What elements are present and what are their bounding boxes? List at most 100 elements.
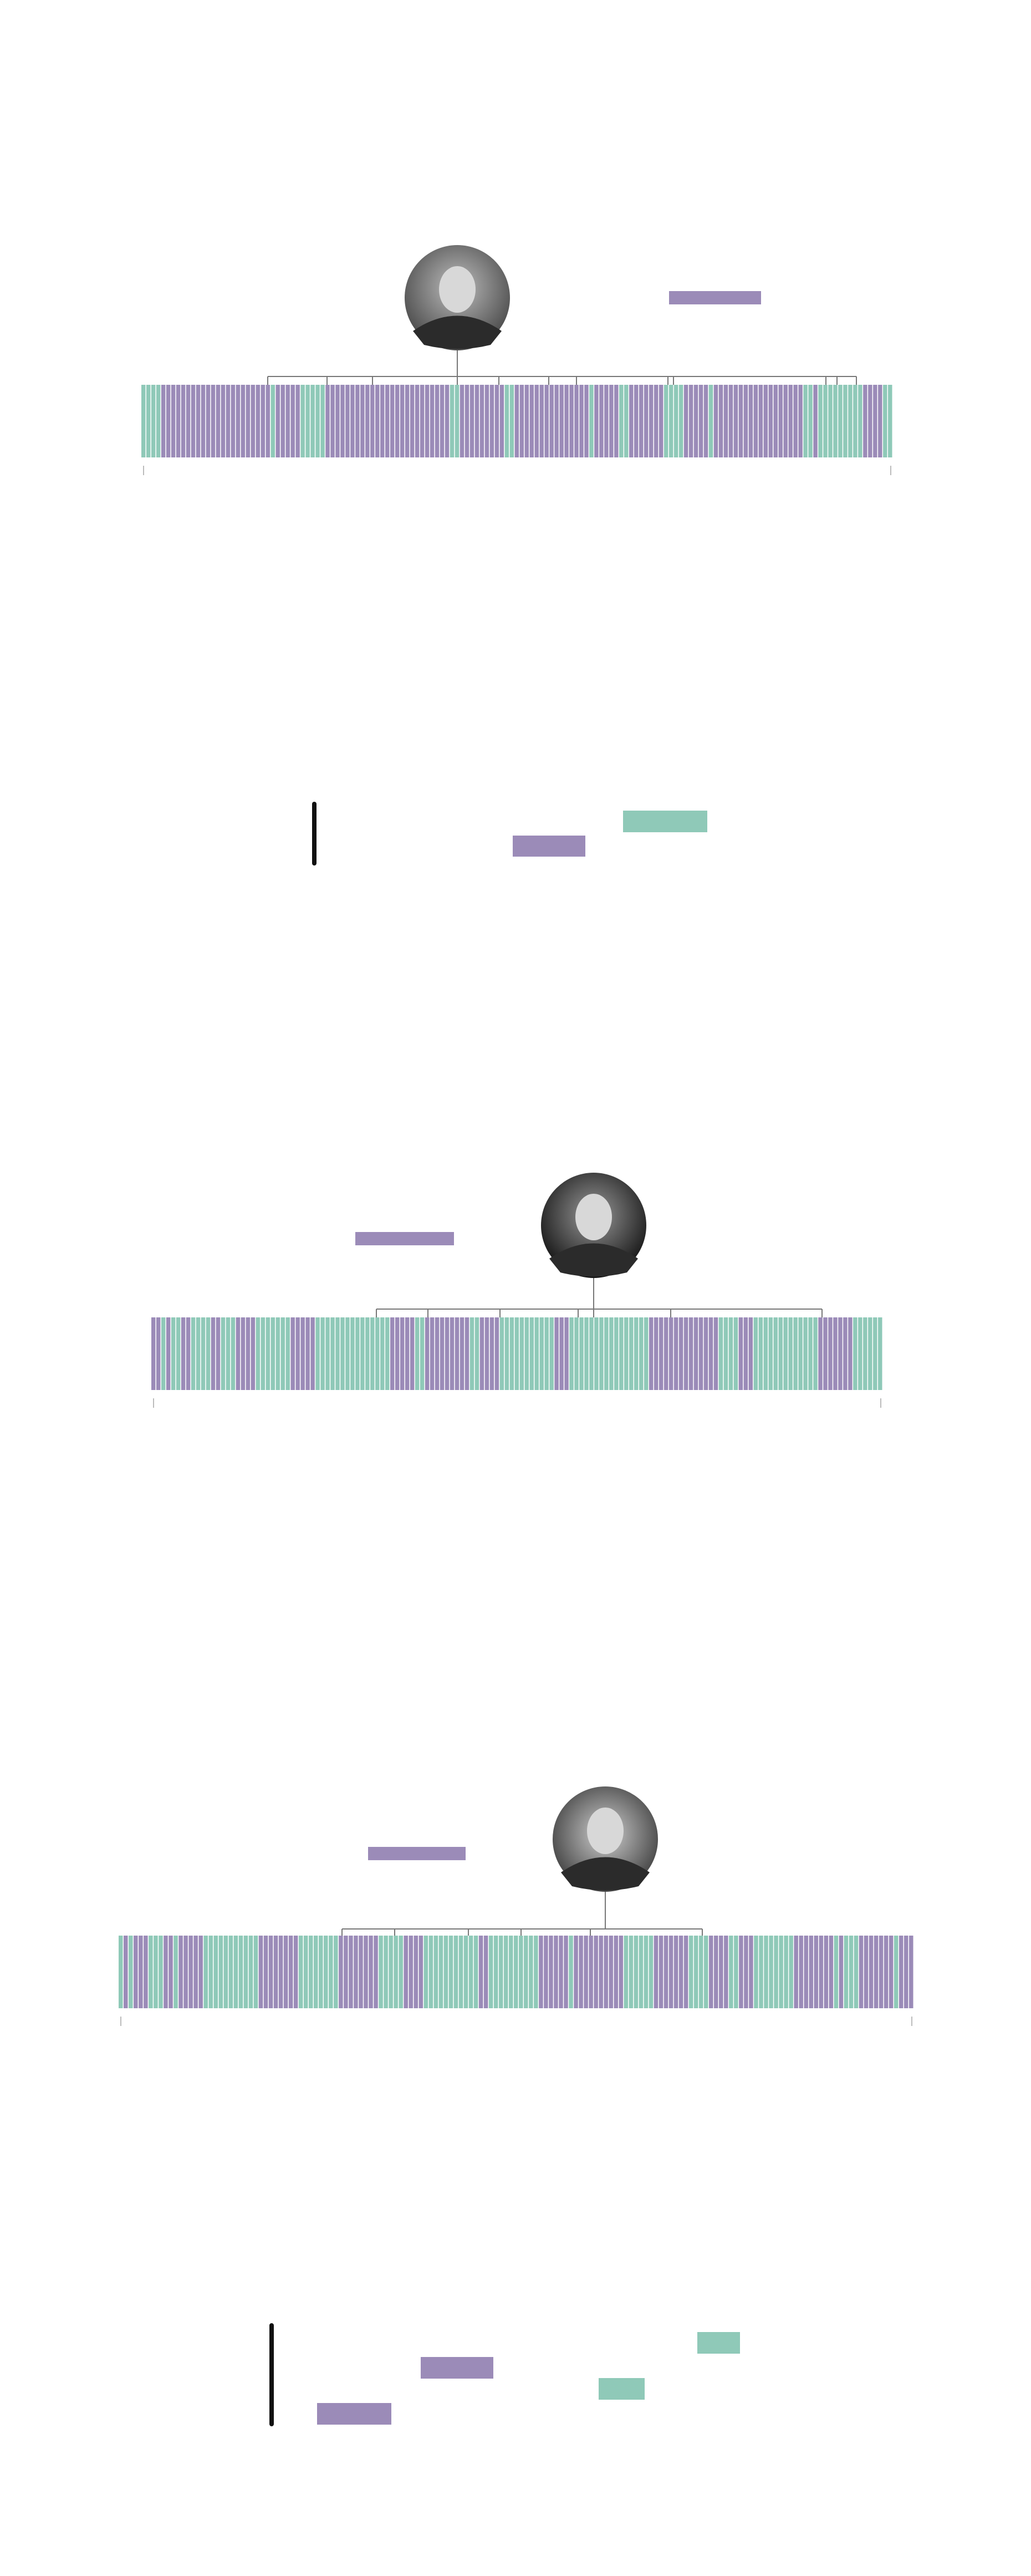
stripe [231,385,236,457]
stripe [484,1317,489,1390]
stripe [894,1936,899,2008]
stripe [738,1317,743,1390]
stripe [493,1936,498,2008]
stripe [365,385,370,457]
stripe [529,1317,534,1390]
stripe [808,385,813,457]
stripe [688,385,693,457]
stripe [139,1936,143,2008]
stripe [754,1936,758,2008]
stripe [339,1936,343,2008]
stripe [579,385,584,457]
stripe [839,1936,844,2008]
stripe [213,1936,218,2008]
stripe [673,1936,678,2008]
stripe [370,1317,375,1390]
stripe [156,1317,161,1390]
stripe [774,1936,778,2008]
stripe [619,1317,624,1390]
stripe [248,1936,253,2008]
stripe [794,1936,798,2008]
stripe [853,1317,858,1390]
stripe [864,1936,869,2008]
stripe [663,1936,668,2008]
stripe [395,385,400,457]
stripe [698,1317,703,1390]
stripe [789,1936,793,2008]
stripe [509,385,514,457]
stripe [539,1936,543,2008]
stripe [863,1317,867,1390]
stripe [360,385,365,457]
stripe [773,385,778,457]
stripe [584,385,589,457]
stripe [768,1317,773,1390]
stripe [171,385,176,457]
stripe [599,385,604,457]
stripe [703,1317,708,1390]
stripe [275,385,280,457]
stripe [634,385,639,457]
stripe [594,385,599,457]
stripe [499,385,504,457]
stripe [233,1936,238,2008]
stripe [201,1317,206,1390]
stripe [708,1936,713,2008]
stripe [554,1317,559,1390]
stripe [659,1317,663,1390]
stripe [455,385,460,457]
stripe [639,1936,644,2008]
stripe [509,1317,514,1390]
stripe [270,385,275,457]
stripe [713,1317,718,1390]
stripe [315,1317,320,1390]
stripe [609,1317,614,1390]
stripe [404,1936,408,2008]
stripe [683,385,688,457]
label-block [368,1847,466,1860]
stripe [484,385,489,457]
stripe [420,385,425,457]
stripe [365,1317,370,1390]
stripe [639,1317,644,1390]
stripe [479,1317,484,1390]
stripe [599,1936,603,2008]
stripe [129,1936,133,2008]
stripe [425,1317,430,1390]
stripe [884,1936,889,2008]
portrait [553,1786,658,1892]
stripe [629,1317,634,1390]
stripe [858,1317,862,1390]
stripe [488,1936,493,2008]
stripe [764,1936,768,2008]
stripe [261,385,266,457]
stripe [268,1936,273,2008]
stripe [594,1936,598,2008]
stripe [673,385,678,457]
stripe [878,1317,882,1390]
stripe [698,385,703,457]
stripe [833,385,838,457]
stripe [644,1317,649,1390]
stripe [569,1317,574,1390]
stripe [688,1317,693,1390]
stripe [733,1317,738,1390]
stripe [435,385,440,457]
stripe [489,1317,494,1390]
stripe [169,1936,173,2008]
stripe [564,385,569,457]
portrait-body [549,1243,638,1277]
stripe [198,1936,203,2008]
stripe [838,1317,843,1390]
stripe [151,385,156,457]
stripe [693,385,698,457]
stripe [370,385,375,457]
stripe [405,1317,410,1390]
stripe [589,385,594,457]
stripe [196,1317,201,1390]
stripe [708,385,713,457]
stripe [330,1317,335,1390]
stripe [649,1317,654,1390]
stripe [574,1936,578,2008]
